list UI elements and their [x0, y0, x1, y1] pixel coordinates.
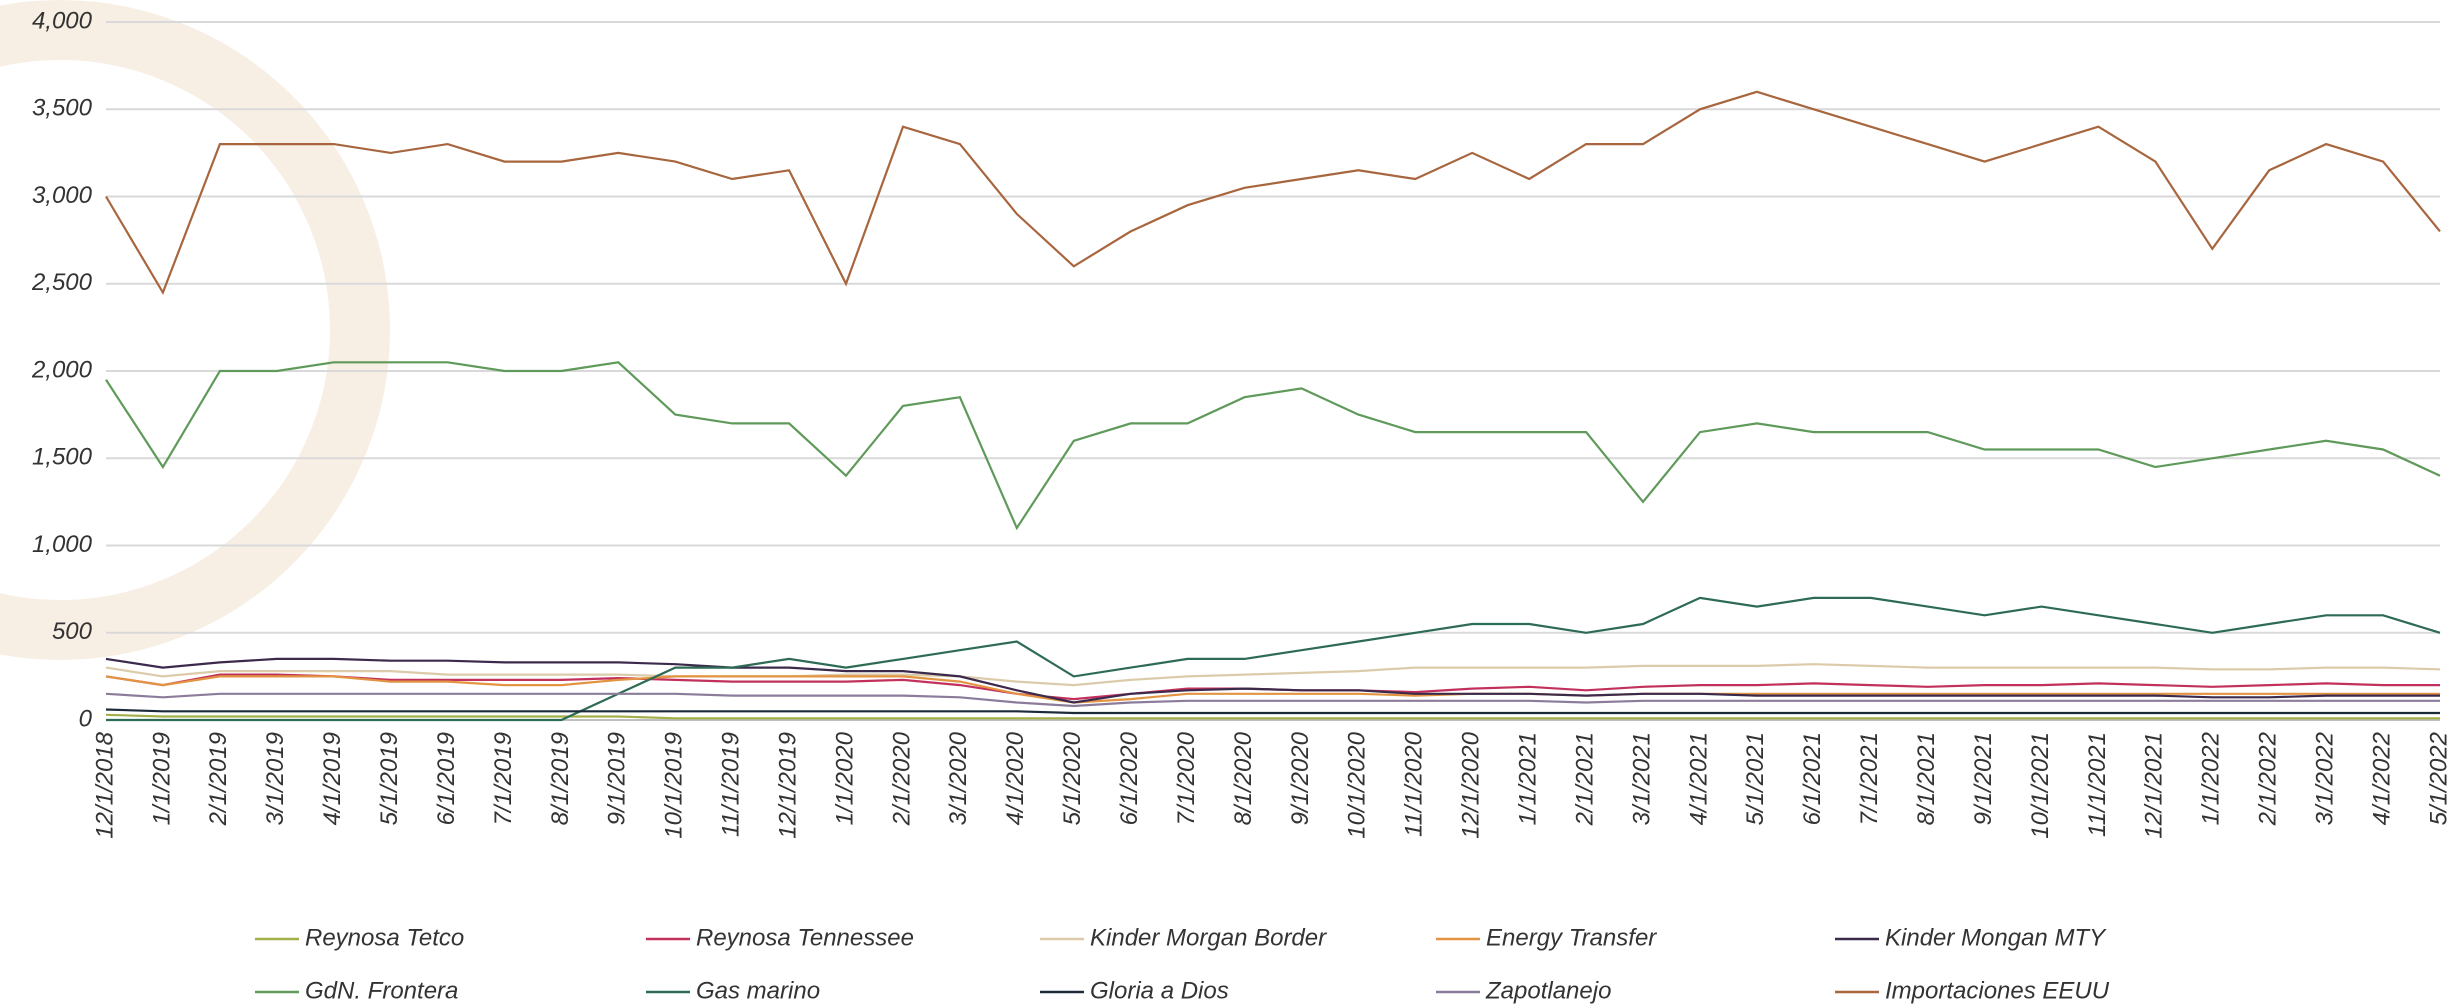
y-tick-label: 1,500: [32, 444, 93, 471]
legend-label: Reynosa Tetco: [305, 924, 464, 951]
legend-label: Kinder Mongan MTY: [1885, 924, 2107, 951]
x-tick-label: 9/1/2020: [1287, 731, 1314, 825]
y-tick-label: 500: [52, 618, 93, 645]
series-line: [105, 90, 2441, 296]
x-tick-label: 4/1/2022: [2368, 732, 2395, 825]
x-tick-label: 12/1/2019: [774, 732, 801, 839]
x-tick-label: 3/1/2019: [262, 732, 289, 825]
x-tick-label: 10/1/2020: [1344, 731, 1371, 838]
x-tick-label: 12/1/2018: [91, 731, 118, 838]
x-tick-label: 12/1/2020: [1458, 731, 1485, 838]
legend-label: Energy Transfer: [1486, 924, 1657, 951]
x-tick-label: 5/1/2020: [1059, 731, 1086, 825]
legend-label: Zapotlanejo: [1485, 977, 1611, 1004]
x-tick-label: 9/1/2019: [604, 732, 631, 825]
x-tick-label: 5/1/2021: [1742, 732, 1769, 825]
x-tick-label: 8/1/2019: [547, 732, 574, 825]
legend-label: Kinder Morgan Border: [1090, 924, 1327, 951]
x-tick-label: 11/1/2019: [718, 732, 745, 837]
x-tick-label: 2/1/2020: [888, 731, 915, 826]
legend-label: Gas marino: [696, 977, 820, 1004]
legend-label: Reynosa Tennessee: [696, 924, 914, 951]
x-tick-label: 2/1/2022: [2255, 732, 2282, 826]
x-tick-label: 8/1/2021: [1913, 732, 1940, 825]
series-line: [105, 692, 2440, 708]
legend-label: Importaciones EEUU: [1885, 977, 2110, 1004]
x-tick-label: 1/1/2022: [2198, 732, 2225, 825]
x-tick-label: 8/1/2020: [1230, 731, 1257, 825]
x-tick-label: 3/1/2022: [2311, 732, 2338, 825]
x-tick-label: 6/1/2019: [433, 732, 460, 825]
x-tick-label: 6/1/2020: [1116, 731, 1143, 825]
x-tick-label: 5/1/2019: [376, 732, 403, 825]
y-tick-label: 0: [79, 705, 93, 732]
x-tick-label: 7/1/2019: [490, 732, 517, 825]
series-line: [105, 361, 2441, 531]
series-line: [105, 708, 2440, 715]
x-tick-label: 4/1/2019: [319, 732, 346, 825]
x-tick-label: 5/1/2022: [2425, 732, 2452, 825]
x-tick-label: 4/1/2020: [1002, 731, 1029, 825]
x-tick-label: 12/1/2021: [2141, 732, 2168, 839]
y-tick-label: 4,000: [32, 7, 93, 34]
x-tick-label: 3/1/2020: [945, 731, 972, 825]
watermark: [0, 0, 390, 660]
y-tick-label: 2,000: [31, 356, 93, 383]
legend-label: Gloria a Dios: [1090, 977, 1229, 1004]
x-tick-label: 1/1/2020: [831, 731, 858, 825]
y-tick-label: 3,500: [32, 95, 93, 122]
x-tick-label: 7/1/2020: [1173, 731, 1200, 825]
y-tick-label: 3,000: [32, 182, 93, 209]
x-tick-label: 2/1/2021: [1571, 732, 1598, 826]
series-line: [105, 675, 2440, 704]
x-tick-label: 3/1/2021: [1628, 732, 1655, 825]
x-tick-label: 4/1/2021: [1685, 732, 1712, 825]
legend-label: GdN. Frontera: [305, 977, 458, 1004]
x-tick-label: 10/1/2019: [661, 732, 688, 839]
x-tick-label: 6/1/2021: [1799, 732, 1826, 825]
series-line: [105, 657, 2440, 704]
x-tick-label: 1/1/2021: [1515, 732, 1542, 825]
series-line: [105, 663, 2441, 687]
x-tick-label: 7/1/2021: [1856, 732, 1883, 825]
x-tick-label: 2/1/2019: [205, 732, 232, 826]
x-tick-label: 1/1/2019: [148, 732, 175, 825]
x-tick-label: 11/1/2020: [1401, 731, 1428, 837]
x-tick-label: 9/1/2021: [1970, 732, 1997, 825]
series-line: [106, 596, 2441, 722]
x-tick-label: 11/1/2021: [2084, 732, 2111, 837]
series-line: [105, 713, 2440, 720]
x-tick-label: 10/1/2021: [2027, 732, 2054, 839]
y-tick-label: 2,500: [31, 269, 93, 296]
y-tick-label: 1,000: [32, 531, 93, 558]
